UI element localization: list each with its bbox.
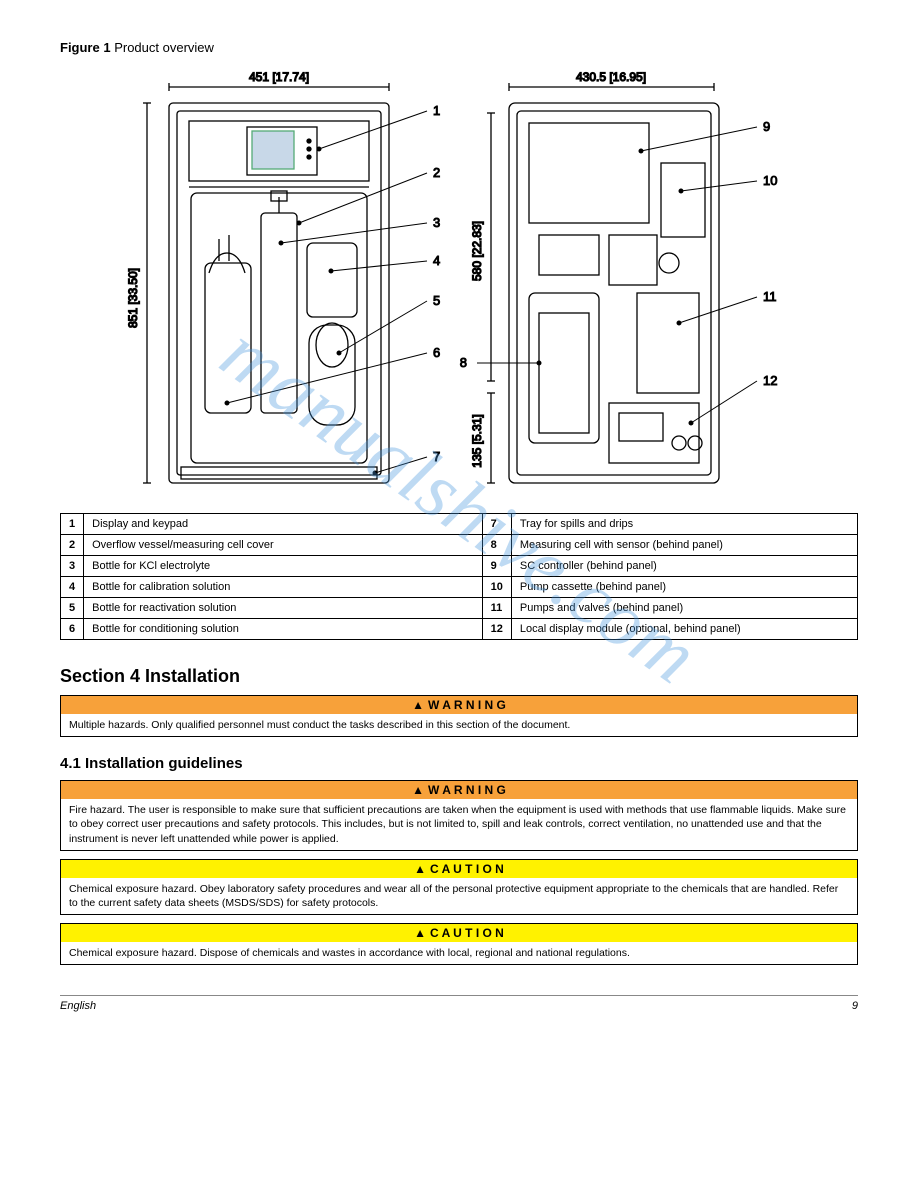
dim-right-h2: 135 [5.31] — [470, 414, 484, 467]
table-row: 4Bottle for calibration solution10Pump c… — [61, 577, 858, 598]
caution-1-body: Chemical exposure hazard. Obey laborator… — [61, 878, 857, 914]
callout-3: 3 — [433, 215, 440, 230]
warning-icon: ▲ — [414, 926, 426, 940]
legend-num: 3 — [61, 556, 84, 577]
callout-10: 10 — [763, 173, 777, 188]
figure-label: Figure 1 — [60, 40, 111, 55]
subsection-4-1-heading: 4.1 Installation guidelines — [60, 755, 858, 772]
legend-desc: Bottle for reactivation solution — [84, 598, 483, 619]
legend-desc: Pumps and valves (behind panel) — [511, 598, 857, 619]
callout-7: 7 — [433, 449, 440, 464]
caution-box-1: ▲C A U T I O N Chemical exposure hazard.… — [60, 859, 858, 915]
legend-num: 6 — [61, 619, 84, 640]
caution-2-head: ▲C A U T I O N — [61, 924, 857, 942]
callout-4: 4 — [433, 253, 440, 268]
legend-table: 1Display and keypad7Tray for spills and … — [60, 513, 858, 640]
warning-icon: ▲ — [414, 862, 426, 876]
warning-box-1: ▲W A R N I N G Multiple hazards. Only qu… — [60, 695, 858, 737]
warning-box-2: ▲W A R N I N G Fire hazard. The user is … — [60, 780, 858, 851]
callout-1: 1 — [433, 103, 440, 118]
page-footer: English 9 — [60, 995, 858, 1012]
legend-desc: Bottle for calibration solution — [84, 577, 483, 598]
warning-icon: ▲ — [412, 698, 424, 712]
warning-2-body: Fire hazard. The user is responsible to … — [61, 799, 857, 850]
table-row: 2Overflow vessel/measuring cell cover8Me… — [61, 535, 858, 556]
legend-desc: Local display module (optional, behind p… — [511, 619, 857, 640]
callout-2: 2 — [433, 165, 440, 180]
caution-box-2: ▲C A U T I O N Chemical exposure hazard.… — [60, 923, 858, 965]
warning-1-body: Multiple hazards. Only qualified personn… — [61, 714, 857, 736]
dim-left-h: 851 [33.50] — [126, 268, 140, 328]
callout-9: 9 — [763, 119, 770, 134]
callout-12: 12 — [763, 373, 777, 388]
figure-caption: Product overview — [114, 40, 214, 55]
warning-2-head: ▲W A R N I N G — [61, 781, 857, 799]
legend-num: 4 — [61, 577, 84, 598]
legend-desc: Bottle for KCl electrolyte — [84, 556, 483, 577]
legend-num: 10 — [482, 577, 511, 598]
table-row: 1Display and keypad7Tray for spills and … — [61, 514, 858, 535]
legend-num: 11 — [482, 598, 511, 619]
legend-desc: Overflow vessel/measuring cell cover — [84, 535, 483, 556]
figure-title: Figure 1 Product overview — [60, 40, 858, 55]
footer-right: 9 — [852, 1000, 858, 1012]
table-row: 3Bottle for KCl electrolyte9SC controlle… — [61, 556, 858, 577]
footer-left: English — [60, 1000, 96, 1012]
legend-desc: Measuring cell with sensor (behind panel… — [511, 535, 857, 556]
caution-2-body: Chemical exposure hazard. Dispose of che… — [61, 942, 857, 964]
legend-num: 5 — [61, 598, 84, 619]
callout-6: 6 — [433, 345, 440, 360]
legend-num: 8 — [482, 535, 511, 556]
dim-left-w: 451 [17.74] — [249, 70, 309, 84]
legend-desc: Display and keypad — [84, 514, 483, 535]
legend-num: 1 — [61, 514, 84, 535]
section-4-heading: Section 4 Installation — [60, 666, 858, 687]
warning-1-head: ▲W A R N I N G — [61, 696, 857, 714]
legend-desc: Bottle for conditioning solution — [84, 619, 483, 640]
table-row: 5Bottle for reactivation solution11Pumps… — [61, 598, 858, 619]
legend-desc: SC controller (behind panel) — [511, 556, 857, 577]
legend-num: 12 — [482, 619, 511, 640]
figure-drawing: 451 [17.74] 851 [33.50] — [60, 63, 858, 503]
dim-right-h1: 580 [22.83] — [470, 221, 484, 281]
callout-11: 11 — [763, 289, 777, 304]
callout-5: 5 — [433, 293, 440, 308]
legend-num: 9 — [482, 556, 511, 577]
legend-num: 7 — [482, 514, 511, 535]
legend-desc: Tray for spills and drips — [511, 514, 857, 535]
callout-8: 8 — [460, 355, 467, 370]
legend-desc: Pump cassette (behind panel) — [511, 577, 857, 598]
dim-right-w: 430.5 [16.95] — [576, 70, 646, 84]
legend-num: 2 — [61, 535, 84, 556]
warning-icon: ▲ — [412, 783, 424, 797]
table-row: 6Bottle for conditioning solution12Local… — [61, 619, 858, 640]
caution-1-head: ▲C A U T I O N — [61, 860, 857, 878]
